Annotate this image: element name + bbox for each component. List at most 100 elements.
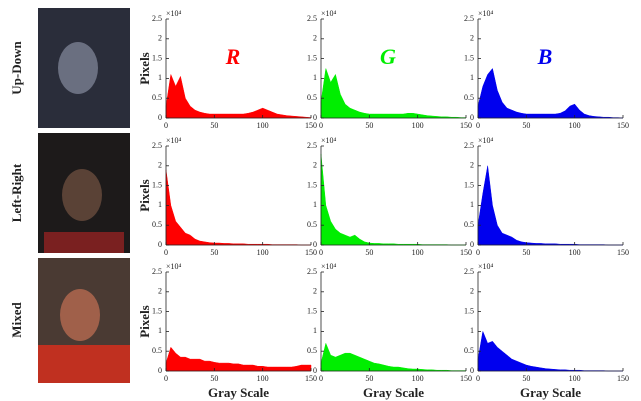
- y-tick-label: 0: [158, 240, 162, 249]
- y-tick-label: 0.5: [307, 220, 317, 229]
- x-tick-label: 50: [522, 374, 530, 383]
- y-tick-label: 0: [313, 113, 317, 122]
- x-tick-label: 50: [522, 248, 530, 257]
- y-tick-label: 1.5: [152, 53, 162, 62]
- x-tick-label: 50: [210, 374, 218, 383]
- y-tick-label: 0.5: [152, 93, 162, 102]
- y-tick-label: 0: [158, 366, 162, 375]
- y-tick-label: 0.5: [152, 346, 162, 355]
- histogram-area: [320, 68, 467, 119]
- photo-shirt: [44, 232, 124, 253]
- photo-shirt: [38, 345, 130, 383]
- x-tick-label: 50: [365, 248, 373, 257]
- y-tick-label: 1.5: [464, 180, 474, 189]
- y-tick-label: 0.5: [464, 220, 474, 229]
- row-label: Left-Right: [9, 163, 24, 222]
- x-tick-label: 150: [617, 121, 629, 130]
- y-tick-label: 2: [313, 34, 317, 43]
- x-tick-label: 150: [460, 248, 472, 257]
- y-tick-label: 2: [470, 34, 474, 43]
- y-tick-label: 0.5: [464, 93, 474, 102]
- y-tick-label: 2.5: [464, 141, 474, 150]
- x-tick-label: 50: [522, 121, 530, 130]
- y-tick-label: 1.5: [307, 180, 317, 189]
- y-tick-label: 0: [470, 240, 474, 249]
- y-tick-label: 2.5: [307, 141, 317, 150]
- y-tick-label: 0: [313, 240, 317, 249]
- x-tick-label: 100: [257, 374, 269, 383]
- x-tick-label: 150: [305, 248, 317, 257]
- y-axis-label: Pixels: [137, 52, 152, 85]
- x-tick-label: 0: [476, 248, 480, 257]
- row-label: Up-Down: [9, 41, 24, 95]
- y-tick-label: 1.5: [464, 306, 474, 315]
- histogram-area: [165, 346, 312, 372]
- y-tick-label: 0: [158, 113, 162, 122]
- x-tick-label: 100: [412, 248, 424, 257]
- histogram-area: [477, 67, 624, 119]
- y-tick-label: 1: [313, 73, 317, 82]
- x-tick-label: 100: [569, 374, 581, 383]
- y-tick-label: 0: [470, 113, 474, 122]
- y-tick-label: 1: [470, 200, 474, 209]
- chart-title: G: [380, 44, 396, 69]
- y-tick-label: 2.5: [152, 14, 162, 23]
- x-tick-label: 0: [319, 248, 323, 257]
- y-tick-label: 1: [158, 73, 162, 82]
- y-multiplier: ×10⁴: [478, 136, 494, 145]
- chart-title: R: [225, 44, 241, 69]
- x-axis-label: Gray Scale: [363, 385, 424, 400]
- y-tick-label: 2: [158, 34, 162, 43]
- x-tick-label: 50: [365, 374, 373, 383]
- y-multiplier: ×10⁴: [166, 9, 182, 18]
- y-tick-label: 2: [158, 161, 162, 170]
- x-tick-label: 0: [476, 121, 480, 130]
- y-tick-label: 1: [313, 326, 317, 335]
- y-multiplier: ×10⁴: [166, 136, 182, 145]
- y-tick-label: 0.5: [307, 93, 317, 102]
- x-tick-label: 0: [319, 121, 323, 130]
- x-tick-label: 100: [569, 121, 581, 130]
- y-tick-label: 0: [313, 366, 317, 375]
- y-tick-label: 1.5: [464, 53, 474, 62]
- row-label: Mixed: [9, 302, 24, 338]
- y-tick-label: 2.5: [464, 14, 474, 23]
- x-tick-label: 0: [164, 374, 168, 383]
- x-tick-label: 150: [305, 121, 317, 130]
- y-axis-label: Pixels: [137, 179, 152, 212]
- y-multiplier: ×10⁴: [166, 262, 182, 271]
- x-axis-label: Gray Scale: [520, 385, 581, 400]
- y-tick-label: 0.5: [152, 220, 162, 229]
- y-tick-label: 1.5: [307, 53, 317, 62]
- y-tick-label: 2.5: [152, 267, 162, 276]
- x-tick-label: 100: [257, 121, 269, 130]
- y-tick-label: 2: [313, 161, 317, 170]
- y-tick-label: 2: [313, 287, 317, 296]
- y-tick-label: 2.5: [307, 267, 317, 276]
- histogram-area: [165, 73, 312, 119]
- photo-face: [62, 169, 102, 221]
- histogram-area: [320, 153, 466, 246]
- y-multiplier: ×10⁴: [321, 136, 337, 145]
- y-tick-label: 1: [313, 200, 317, 209]
- x-tick-label: 150: [617, 374, 629, 383]
- y-tick-label: 2: [470, 287, 474, 296]
- x-tick-label: 50: [210, 121, 218, 130]
- histogram-area: [477, 330, 623, 372]
- y-tick-label: 1: [470, 73, 474, 82]
- y-tick-label: 1: [158, 200, 162, 209]
- y-tick-label: 2: [470, 161, 474, 170]
- x-tick-label: 100: [412, 121, 424, 130]
- y-tick-label: 1: [158, 326, 162, 335]
- x-tick-label: 0: [476, 374, 480, 383]
- y-multiplier: ×10⁴: [321, 9, 337, 18]
- y-tick-label: 1.5: [152, 306, 162, 315]
- y-multiplier: ×10⁴: [478, 9, 494, 18]
- x-tick-label: 100: [569, 248, 581, 257]
- x-tick-label: 150: [460, 374, 472, 383]
- chart-title: B: [537, 44, 553, 69]
- y-tick-label: 1.5: [152, 180, 162, 189]
- histogram-area: [165, 169, 311, 246]
- x-tick-label: 0: [319, 374, 323, 383]
